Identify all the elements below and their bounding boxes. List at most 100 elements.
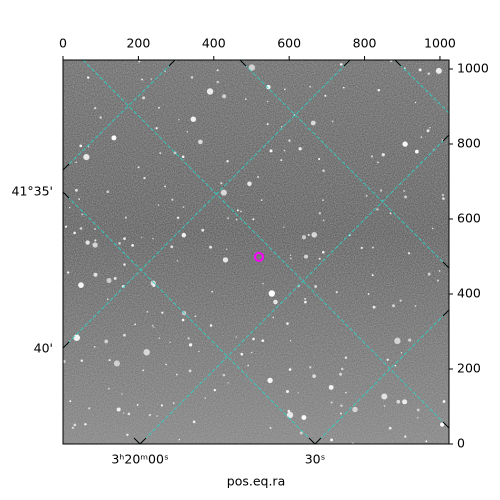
star <box>153 326 155 328</box>
star <box>394 337 401 345</box>
star <box>285 390 289 393</box>
star <box>176 216 180 220</box>
star <box>131 243 135 247</box>
star <box>389 212 392 215</box>
star <box>309 85 312 88</box>
star <box>71 426 74 429</box>
star <box>365 194 368 197</box>
star <box>172 402 175 405</box>
star <box>371 274 374 277</box>
star <box>372 246 374 249</box>
star <box>414 305 417 307</box>
star <box>288 368 292 371</box>
star <box>186 131 189 133</box>
star <box>240 352 244 356</box>
star <box>63 360 66 363</box>
star <box>73 231 76 235</box>
star <box>236 209 239 212</box>
star <box>222 94 227 99</box>
world-ticks <box>62 59 450 445</box>
star <box>303 254 309 259</box>
star <box>341 367 344 371</box>
star <box>403 190 405 192</box>
star <box>108 387 110 390</box>
star <box>80 359 83 363</box>
star <box>335 291 338 294</box>
star <box>250 351 253 354</box>
star <box>307 233 310 236</box>
star <box>261 339 265 342</box>
star <box>247 364 249 367</box>
star <box>260 199 263 202</box>
star <box>235 218 238 221</box>
x-tick-label: 800 <box>353 36 377 51</box>
star <box>314 285 318 288</box>
star <box>429 126 431 129</box>
star <box>152 237 154 240</box>
star <box>92 242 98 248</box>
star <box>367 292 370 295</box>
star <box>113 276 117 280</box>
star <box>266 84 271 90</box>
star <box>418 68 422 72</box>
star <box>286 411 294 419</box>
star <box>160 404 163 407</box>
star <box>330 401 333 404</box>
star <box>252 218 255 221</box>
star <box>318 212 322 215</box>
star <box>78 198 81 200</box>
star <box>87 145 90 148</box>
star <box>376 208 379 211</box>
star <box>312 374 316 378</box>
star <box>227 382 229 384</box>
star <box>216 80 220 84</box>
star <box>79 227 83 230</box>
star <box>268 290 276 297</box>
dec-tick-label: 41°35' <box>12 184 54 199</box>
star <box>216 69 219 72</box>
star <box>286 322 289 325</box>
star <box>220 182 223 185</box>
star <box>171 198 174 201</box>
dec-tick-label: 40' <box>34 341 53 356</box>
star <box>414 149 419 154</box>
marker <box>254 251 265 262</box>
star <box>304 300 307 304</box>
star <box>121 393 123 395</box>
star <box>269 426 272 429</box>
star <box>159 152 162 155</box>
star <box>138 60 141 63</box>
star <box>201 228 205 232</box>
star <box>425 440 428 443</box>
star <box>209 324 213 327</box>
star <box>381 393 388 400</box>
star <box>161 311 164 314</box>
star <box>155 127 158 130</box>
star <box>123 412 125 414</box>
frame <box>62 59 450 445</box>
star <box>442 197 445 200</box>
star <box>381 153 385 157</box>
star <box>198 139 203 145</box>
star <box>442 400 446 403</box>
star <box>420 136 423 139</box>
star <box>431 227 434 230</box>
star <box>372 305 376 309</box>
star <box>198 350 200 353</box>
star <box>299 431 303 435</box>
star <box>301 415 307 420</box>
star <box>344 356 348 359</box>
star <box>318 257 321 260</box>
star <box>440 422 445 427</box>
star <box>148 413 152 417</box>
star <box>427 272 431 276</box>
star <box>240 210 242 213</box>
star <box>142 369 145 372</box>
star <box>281 126 283 128</box>
y-tick-label: 1000 <box>457 61 489 76</box>
star <box>262 282 264 285</box>
star <box>226 248 228 250</box>
star <box>164 185 166 188</box>
star <box>142 96 146 100</box>
